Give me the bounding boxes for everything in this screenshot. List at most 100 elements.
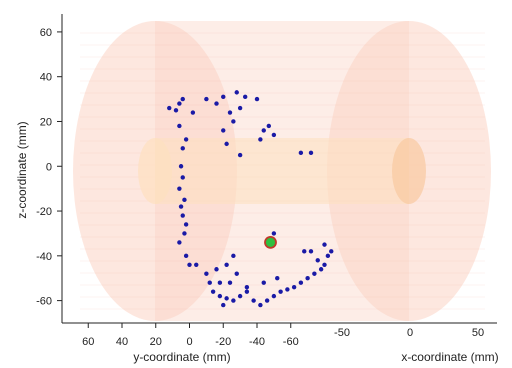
data-point bbox=[271, 231, 277, 236]
data-point bbox=[244, 284, 250, 290]
data-point bbox=[261, 280, 266, 285]
cylinder-illustration bbox=[73, 21, 491, 321]
data-point bbox=[291, 284, 297, 290]
data-point bbox=[242, 94, 248, 100]
data-point bbox=[221, 94, 226, 100]
data-point bbox=[231, 119, 236, 124]
data-point bbox=[271, 293, 277, 299]
data-point bbox=[315, 258, 320, 263]
x-tick-label: 0 bbox=[407, 327, 413, 339]
data-point bbox=[322, 262, 327, 267]
y-tick-label: -60 bbox=[283, 336, 299, 348]
data-point bbox=[204, 271, 209, 276]
data-point bbox=[285, 287, 290, 292]
z-tick-label: -20 bbox=[36, 206, 52, 218]
data-point bbox=[329, 249, 334, 254]
data-point bbox=[207, 280, 212, 285]
data-point bbox=[322, 242, 327, 247]
data-points bbox=[167, 90, 334, 308]
z-tick-label: 60 bbox=[40, 27, 52, 39]
y-tick-label: -40 bbox=[249, 336, 265, 348]
data-point bbox=[237, 293, 243, 299]
data-point bbox=[194, 262, 199, 267]
data-point bbox=[178, 164, 184, 169]
x-axis-title: x-coordinate (mm) bbox=[401, 350, 498, 364]
data-point bbox=[182, 231, 187, 236]
y-tick-label: -20 bbox=[215, 336, 231, 348]
target-marker bbox=[264, 235, 277, 249]
y-tick-label: 20 bbox=[150, 336, 162, 348]
data-point bbox=[266, 123, 272, 129]
data-point bbox=[224, 262, 229, 267]
data-point bbox=[234, 90, 239, 95]
data-point bbox=[258, 137, 263, 142]
data-point bbox=[221, 302, 226, 308]
data-point bbox=[221, 128, 226, 133]
z-tick-label: 20 bbox=[40, 116, 52, 128]
data-point bbox=[298, 280, 304, 285]
data-point bbox=[258, 302, 263, 308]
data-point bbox=[261, 128, 266, 133]
data-point bbox=[180, 146, 185, 151]
data-point bbox=[173, 108, 179, 113]
inner-cylinder-right-cap bbox=[392, 138, 426, 204]
data-point bbox=[227, 280, 233, 285]
z-tick-label: -60 bbox=[36, 296, 52, 308]
y-tick-label: 0 bbox=[186, 336, 192, 348]
data-point bbox=[190, 110, 196, 115]
data-point bbox=[177, 240, 182, 245]
data-point bbox=[204, 96, 209, 102]
data-point bbox=[254, 96, 260, 102]
data-point bbox=[275, 276, 280, 281]
data-point bbox=[227, 110, 233, 115]
data-point bbox=[231, 253, 236, 259]
data-point bbox=[318, 267, 324, 272]
data-point bbox=[237, 152, 243, 158]
axes: 60 40 20 0 -20 -40 -60 60 40 20 0 -20 -40 -60 -50 0 50 bbox=[36, 14, 497, 348]
data-point bbox=[177, 186, 182, 191]
data-point bbox=[278, 289, 283, 294]
data-point bbox=[251, 298, 256, 303]
data-point bbox=[182, 197, 187, 203]
data-point bbox=[308, 150, 314, 156]
z-tick-label: 0 bbox=[46, 161, 52, 173]
data-point bbox=[271, 132, 277, 138]
inner-cylinder-body bbox=[155, 138, 409, 204]
x-tick-label: 50 bbox=[472, 327, 484, 339]
data-point bbox=[177, 123, 182, 129]
data-point bbox=[224, 141, 229, 147]
data-point bbox=[214, 267, 219, 272]
data-point bbox=[264, 298, 270, 303]
data-point bbox=[217, 293, 223, 299]
x-tick-label: -50 bbox=[334, 327, 350, 339]
data-point bbox=[312, 271, 317, 276]
data-point bbox=[302, 249, 307, 254]
y-tick-label: 60 bbox=[82, 336, 94, 348]
data-point bbox=[224, 296, 229, 301]
z-tick-label: 40 bbox=[40, 72, 52, 84]
data-point bbox=[167, 105, 172, 111]
data-point bbox=[305, 276, 310, 281]
data-point bbox=[180, 175, 185, 180]
data-point bbox=[214, 101, 219, 106]
data-point bbox=[183, 137, 189, 142]
data-point bbox=[180, 213, 185, 218]
data-point bbox=[183, 222, 189, 227]
data-point bbox=[180, 96, 185, 102]
z-tick-label: -40 bbox=[36, 251, 52, 263]
data-point bbox=[210, 289, 216, 294]
data-point bbox=[178, 204, 184, 209]
data-point bbox=[177, 101, 182, 106]
data-point bbox=[298, 150, 304, 156]
data-point bbox=[187, 262, 192, 267]
data-point bbox=[234, 271, 239, 276]
data-point bbox=[183, 253, 189, 259]
data-point bbox=[325, 253, 331, 259]
data-point bbox=[244, 289, 250, 294]
data-point bbox=[237, 105, 243, 111]
z-axis-title: z-coordinate (mm) bbox=[15, 121, 29, 218]
y-axis-title: y-coordinate (mm) bbox=[133, 350, 230, 364]
y-tick-label: 40 bbox=[116, 336, 128, 348]
data-point bbox=[217, 280, 223, 285]
